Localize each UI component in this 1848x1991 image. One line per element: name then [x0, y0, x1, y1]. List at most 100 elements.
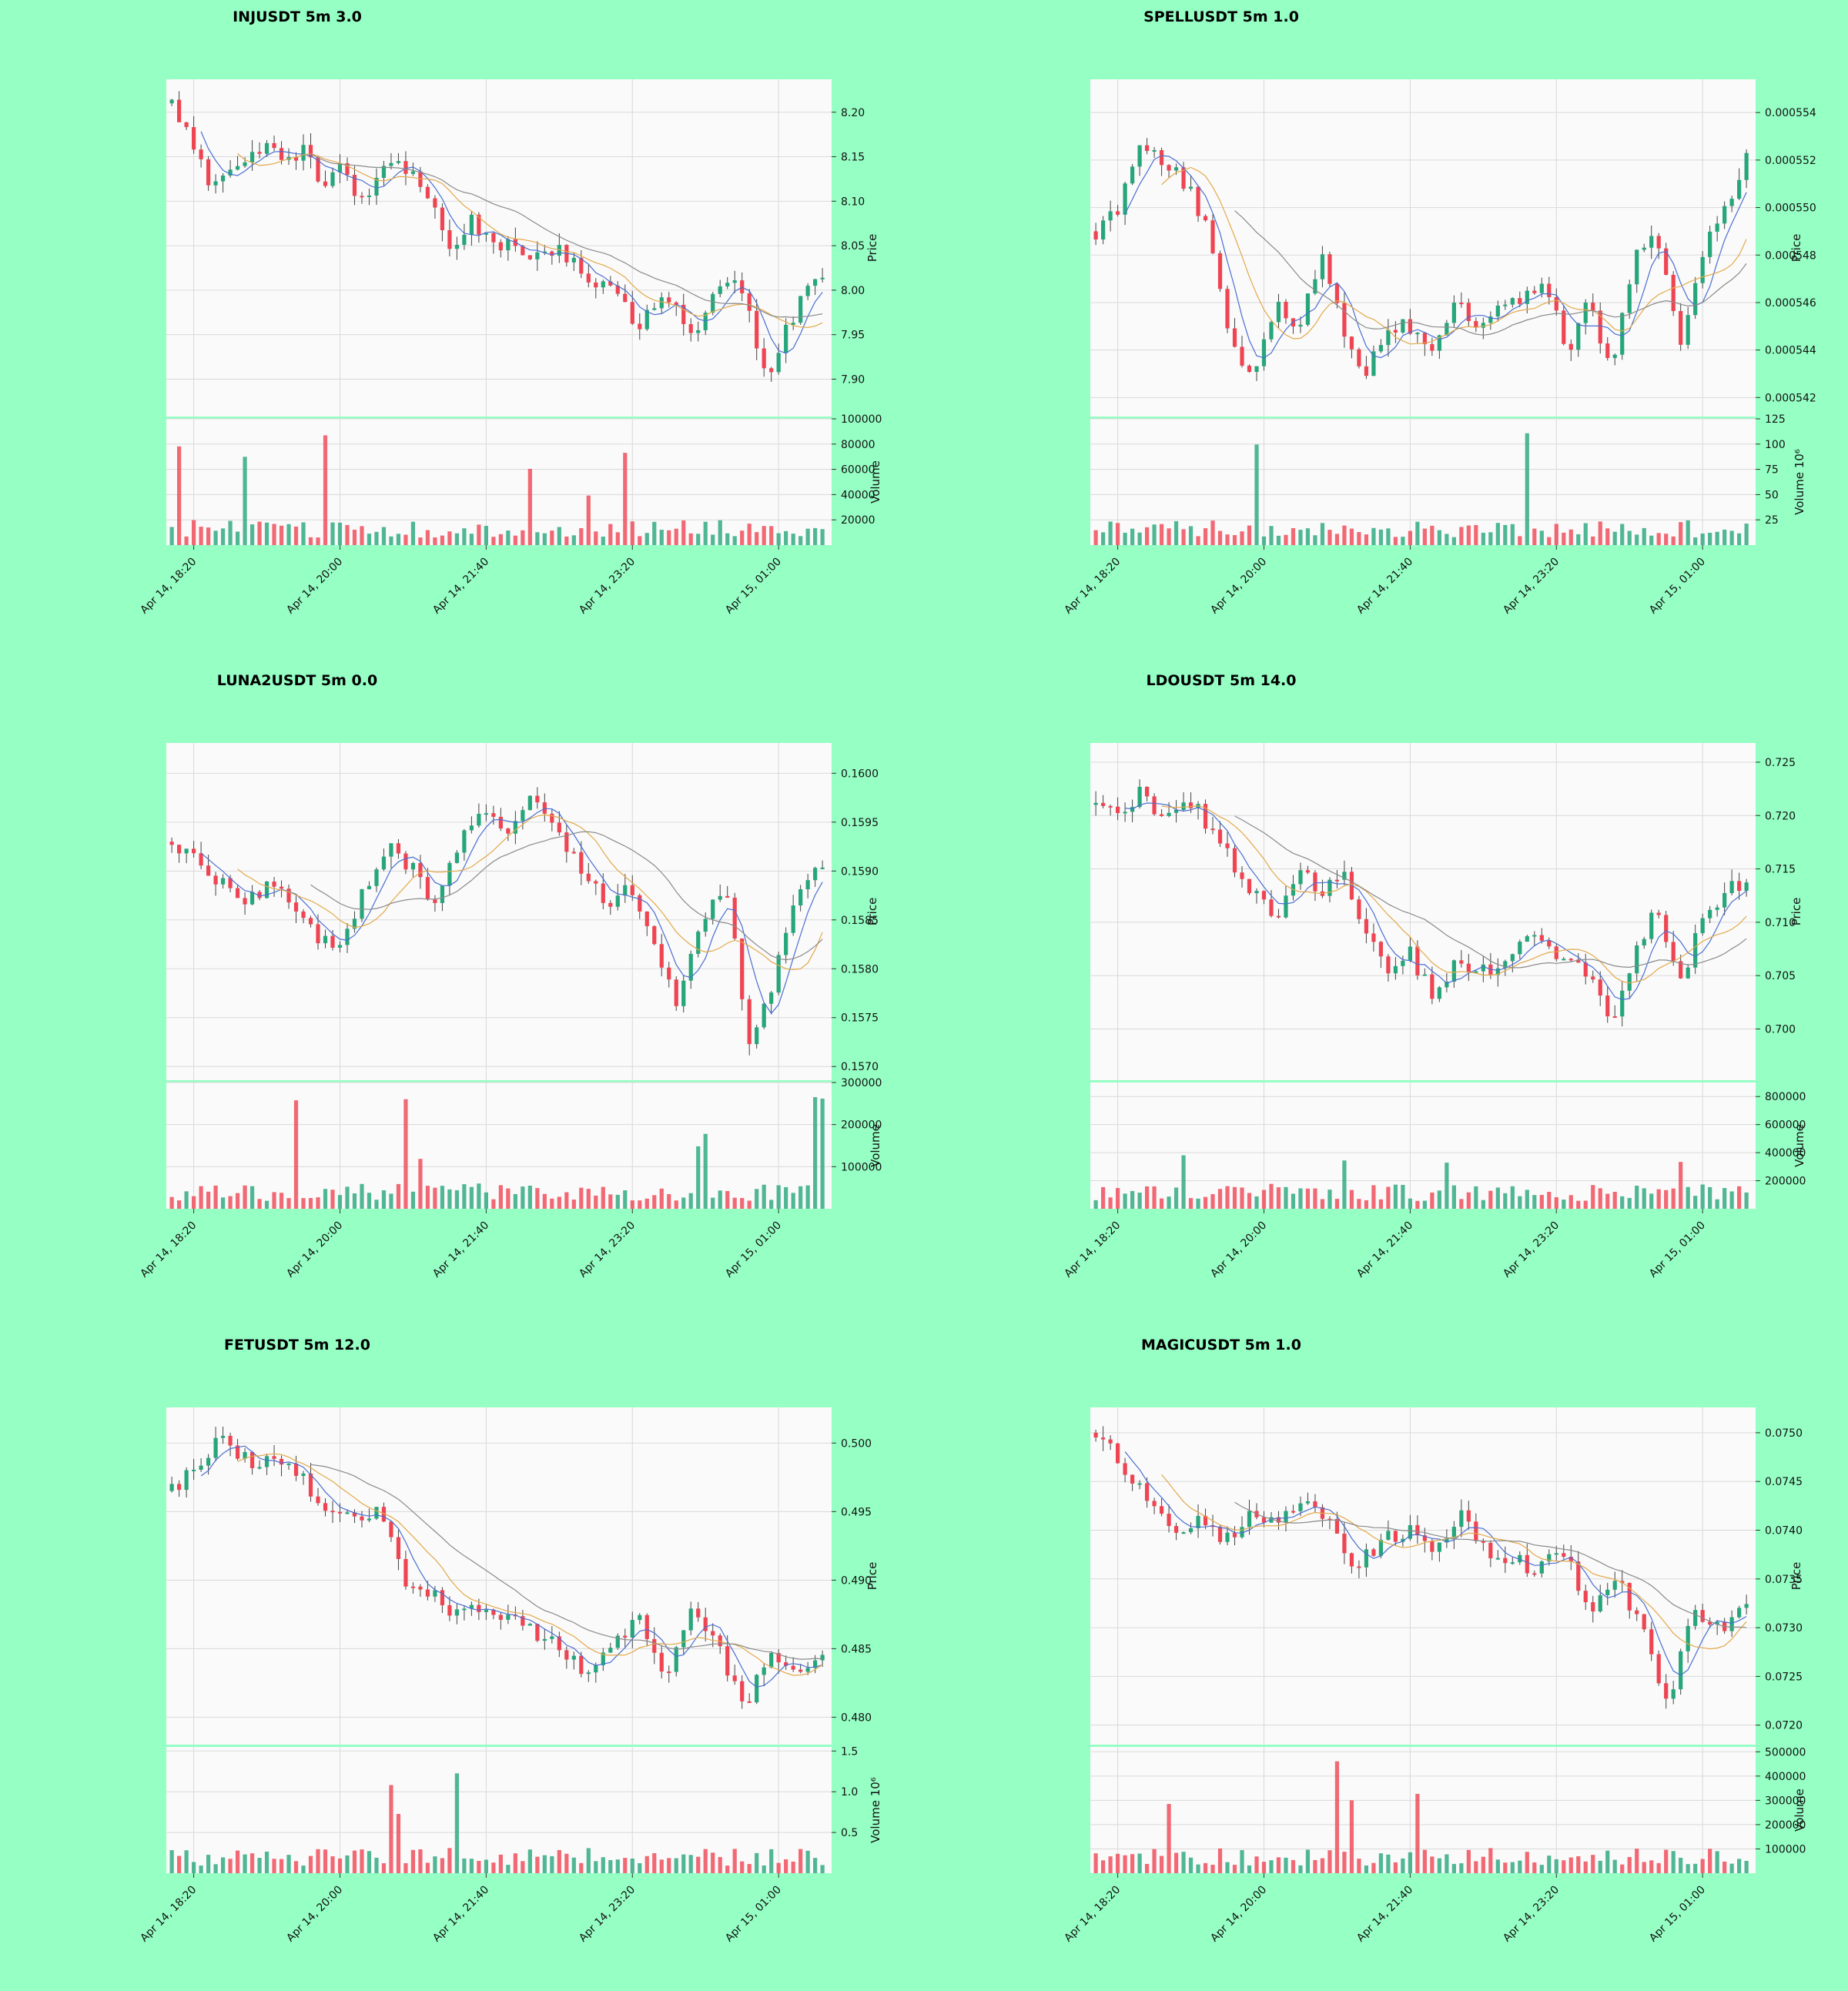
volume-bar: [1313, 535, 1317, 545]
candle-down: [330, 1511, 335, 1513]
volume-bar: [235, 531, 240, 545]
candle-down: [352, 1512, 357, 1517]
candle-down: [1459, 303, 1464, 305]
volume-bar: [389, 1193, 393, 1209]
candle-down: [1466, 1510, 1471, 1522]
volume-bar: [506, 530, 511, 545]
price-tick-label: 0.1600: [841, 768, 879, 780]
volume-bar: [1612, 1859, 1617, 1873]
x-tick-label: Apr 14, 18:20: [1062, 556, 1123, 617]
volume-bar: [1108, 1856, 1113, 1873]
volume-bar: [732, 1849, 737, 1873]
volume-bar: [1276, 1187, 1281, 1209]
volume-tick-label: 300000: [1765, 1795, 1806, 1807]
price-tick-label: 0.000546: [1765, 297, 1816, 310]
candle-up: [542, 251, 547, 253]
volume-bar: [1729, 530, 1734, 545]
candle-up: [1173, 167, 1179, 171]
moving-average-line-10: [237, 814, 823, 971]
candle-down: [667, 1671, 671, 1674]
volume-bar: [1430, 1856, 1435, 1873]
volume-bar: [425, 530, 430, 545]
candle-down: [1225, 843, 1230, 848]
candle-down: [213, 875, 218, 885]
volume-bar: [498, 1854, 503, 1873]
volume-bar: [498, 1185, 503, 1209]
volume-bar: [169, 1850, 174, 1873]
volume-bar: [389, 1785, 393, 1873]
volume-bar: [257, 1199, 262, 1209]
volume-bar: [1744, 524, 1749, 545]
volume-bar: [1276, 1857, 1281, 1873]
chart-title: INJUSDT 5m 3.0: [233, 8, 362, 25]
volume-bar: [1371, 1862, 1376, 1873]
candle-down: [1357, 349, 1361, 366]
candle-down: [1334, 1518, 1340, 1534]
volume-bar: [1503, 1862, 1508, 1873]
volume-bar: [1568, 1195, 1573, 1209]
candle-up: [630, 1620, 634, 1638]
candle-up: [169, 99, 174, 104]
volume-bar: [1159, 1198, 1164, 1209]
candle-down: [1217, 253, 1223, 289]
candle-down: [257, 892, 262, 898]
volume-bar: [1269, 1183, 1274, 1209]
candle-up: [1481, 323, 1485, 328]
candle-up: [1612, 1581, 1617, 1590]
candle-up: [703, 919, 708, 932]
candle-down: [1568, 959, 1573, 961]
volume-bar: [1737, 1186, 1742, 1209]
volume-bar: [1481, 532, 1485, 545]
candle-down: [1503, 1558, 1508, 1564]
candle-down: [1210, 220, 1215, 253]
candle-up: [1451, 303, 1456, 323]
volume-bar: [1327, 530, 1332, 545]
x-tick-label: Apr 14, 18:20: [138, 1220, 199, 1280]
candle-up: [601, 1652, 605, 1665]
volume-bar: [1386, 1854, 1391, 1873]
volume-bar: [652, 1853, 657, 1873]
candle-up: [784, 932, 788, 955]
candle-down: [1466, 303, 1471, 322]
price-tick-label: 0.720: [1765, 810, 1796, 822]
volume-bar: [527, 1849, 532, 1873]
candle-down: [498, 816, 503, 829]
volume-bar: [1451, 1185, 1456, 1209]
volume-bar: [1144, 1863, 1150, 1873]
volume-bar: [681, 1197, 686, 1209]
volume-bar: [249, 524, 255, 545]
volume-bar: [1554, 1197, 1558, 1209]
candle-down: [579, 1655, 584, 1675]
volume-bar: [1203, 528, 1208, 545]
candle-down: [1217, 829, 1223, 844]
volume-bar: [798, 1849, 803, 1873]
volume-bar: [1342, 1160, 1347, 1209]
candle-down: [681, 304, 686, 325]
chart-title: FETUSDT 5m 12.0: [224, 1337, 370, 1354]
candle-up: [652, 308, 657, 310]
volume-bar: [1627, 1197, 1632, 1209]
candle-up: [542, 1638, 547, 1641]
volume-bar: [755, 1852, 759, 1873]
price-tick-label: 0.000542: [1765, 392, 1816, 404]
volume-bar: [1364, 1865, 1369, 1873]
volume-tick-label: 200000: [841, 1119, 882, 1132]
candle-up: [454, 852, 460, 863]
volume-panel-background: [1090, 419, 1756, 545]
candle-down: [732, 897, 737, 939]
volume-bar: [1401, 1858, 1405, 1873]
volume-bar: [564, 1192, 569, 1209]
volume-bar: [433, 537, 437, 545]
volume-bar: [1679, 522, 1683, 545]
volume-bar: [1320, 523, 1325, 545]
volume-bar: [484, 526, 488, 545]
candle-down: [491, 813, 496, 817]
volume-bar: [454, 1190, 460, 1209]
candle-up: [1700, 256, 1705, 283]
volume-bar: [644, 1855, 649, 1873]
volume-bar: [521, 530, 525, 545]
candle-down: [1167, 165, 1171, 171]
candle-up: [337, 945, 343, 948]
candle-down: [1203, 804, 1208, 829]
candle-down: [1291, 1511, 1296, 1513]
